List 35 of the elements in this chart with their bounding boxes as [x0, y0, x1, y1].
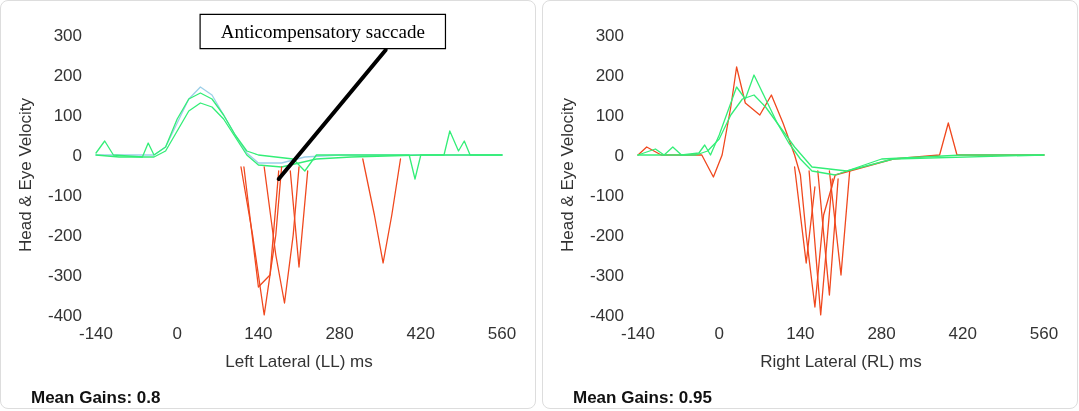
y-tick-label: 100 [595, 105, 624, 125]
y-tick-label: 0 [614, 145, 624, 165]
x-tick-label: 280 [867, 324, 896, 343]
text: Mean Gains: 0.95 [573, 388, 712, 407]
x-tick-label: 140 [244, 324, 273, 343]
y-tick-label: -400 [589, 305, 624, 325]
x-axis-title: Left Lateral (LL) ms [225, 352, 373, 371]
y-tick-label: -100 [47, 185, 82, 205]
y-tick-label: -300 [47, 265, 82, 285]
x-axis-title: Right Lateral (RL) ms [760, 352, 922, 371]
y-tick-label: 200 [53, 65, 82, 85]
y-axis-title: Head & Eye Velocity [558, 97, 577, 253]
x-tick-label: -140 [78, 324, 114, 343]
x-tick-label: 560 [1029, 324, 1059, 343]
x-tick-label: 0 [714, 324, 724, 343]
x-tick-label: 420 [406, 324, 435, 343]
y-tick-label: 200 [595, 65, 624, 85]
x-tick-label: 420 [948, 324, 977, 343]
x-tick-label: 280 [325, 324, 354, 343]
y-tick-label: -200 [47, 225, 82, 245]
x-tick-label: 0 [172, 324, 182, 343]
y-axis-title: Head & Eye Velocity [16, 97, 35, 253]
y-tick-label: 300 [595, 25, 624, 45]
y-tick-label: 300 [53, 25, 82, 45]
y-tick-label: 0 [72, 145, 82, 165]
x-tick-label: 560 [487, 324, 517, 343]
y-tick-label: -300 [589, 265, 624, 285]
y-tick-label: -200 [589, 225, 624, 245]
annotation: Anticompensatory saccade [220, 21, 425, 42]
x-tick-label: 140 [786, 324, 815, 343]
y-tick-label: 100 [53, 105, 82, 125]
y-tick-label: -400 [47, 305, 82, 325]
x-tick-label: -140 [620, 324, 656, 343]
text: Mean Gains: 0.8 [31, 388, 161, 407]
y-tick-label: -100 [589, 185, 624, 205]
